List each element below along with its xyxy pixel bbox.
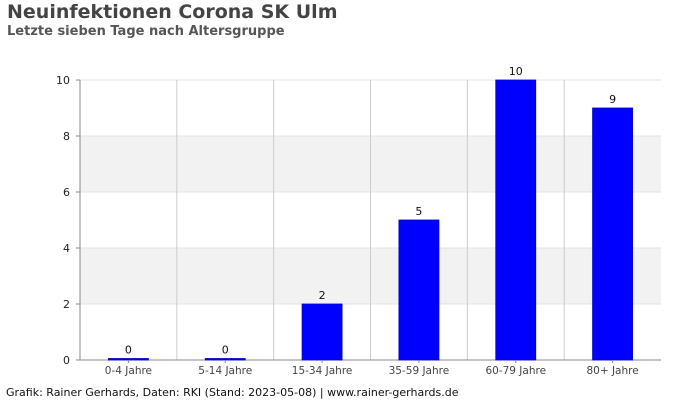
data-label: 10	[509, 65, 523, 78]
x-tick-label: 15-34 Jahre	[292, 365, 353, 377]
bar-15-34-jahre	[301, 303, 343, 361]
y-tick-label: 2	[63, 298, 70, 311]
bar-0-4-jahre	[108, 358, 149, 361]
data-label: 5	[415, 205, 422, 218]
y-tick-label: 0	[63, 354, 70, 367]
y-tick-label: 10	[56, 74, 70, 87]
y-tick-label: 8	[63, 130, 70, 143]
x-tick-label: 80+ Jahre	[586, 365, 638, 377]
data-label: 2	[319, 289, 326, 302]
bar-35-59-jahre	[398, 219, 440, 361]
bar-80-jahre	[592, 107, 633, 361]
y-tick-label: 6	[63, 186, 70, 199]
source-credit: Grafik: Rainer Gerhards, Daten: RKI (Sta…	[6, 386, 459, 399]
data-label: 0	[222, 344, 229, 357]
bar-5-14-jahre	[204, 358, 246, 361]
y-tick-label: 4	[63, 242, 70, 255]
x-tick-label: 35-59 Jahre	[389, 365, 450, 377]
data-label: 9	[609, 93, 616, 106]
x-tick-label: 0-4 Jahre	[105, 365, 152, 377]
x-tick-label: 60-79 Jahre	[485, 365, 546, 377]
bar-60-79-jahre	[495, 79, 537, 361]
data-label: 0	[125, 344, 132, 357]
x-tick-label: 5-14 Jahre	[198, 365, 252, 377]
chart-title: Neuinfektionen Corona SK Ulm	[7, 1, 338, 23]
chart-subtitle: Letzte sieben Tage nach Altersgruppe	[7, 24, 285, 39]
